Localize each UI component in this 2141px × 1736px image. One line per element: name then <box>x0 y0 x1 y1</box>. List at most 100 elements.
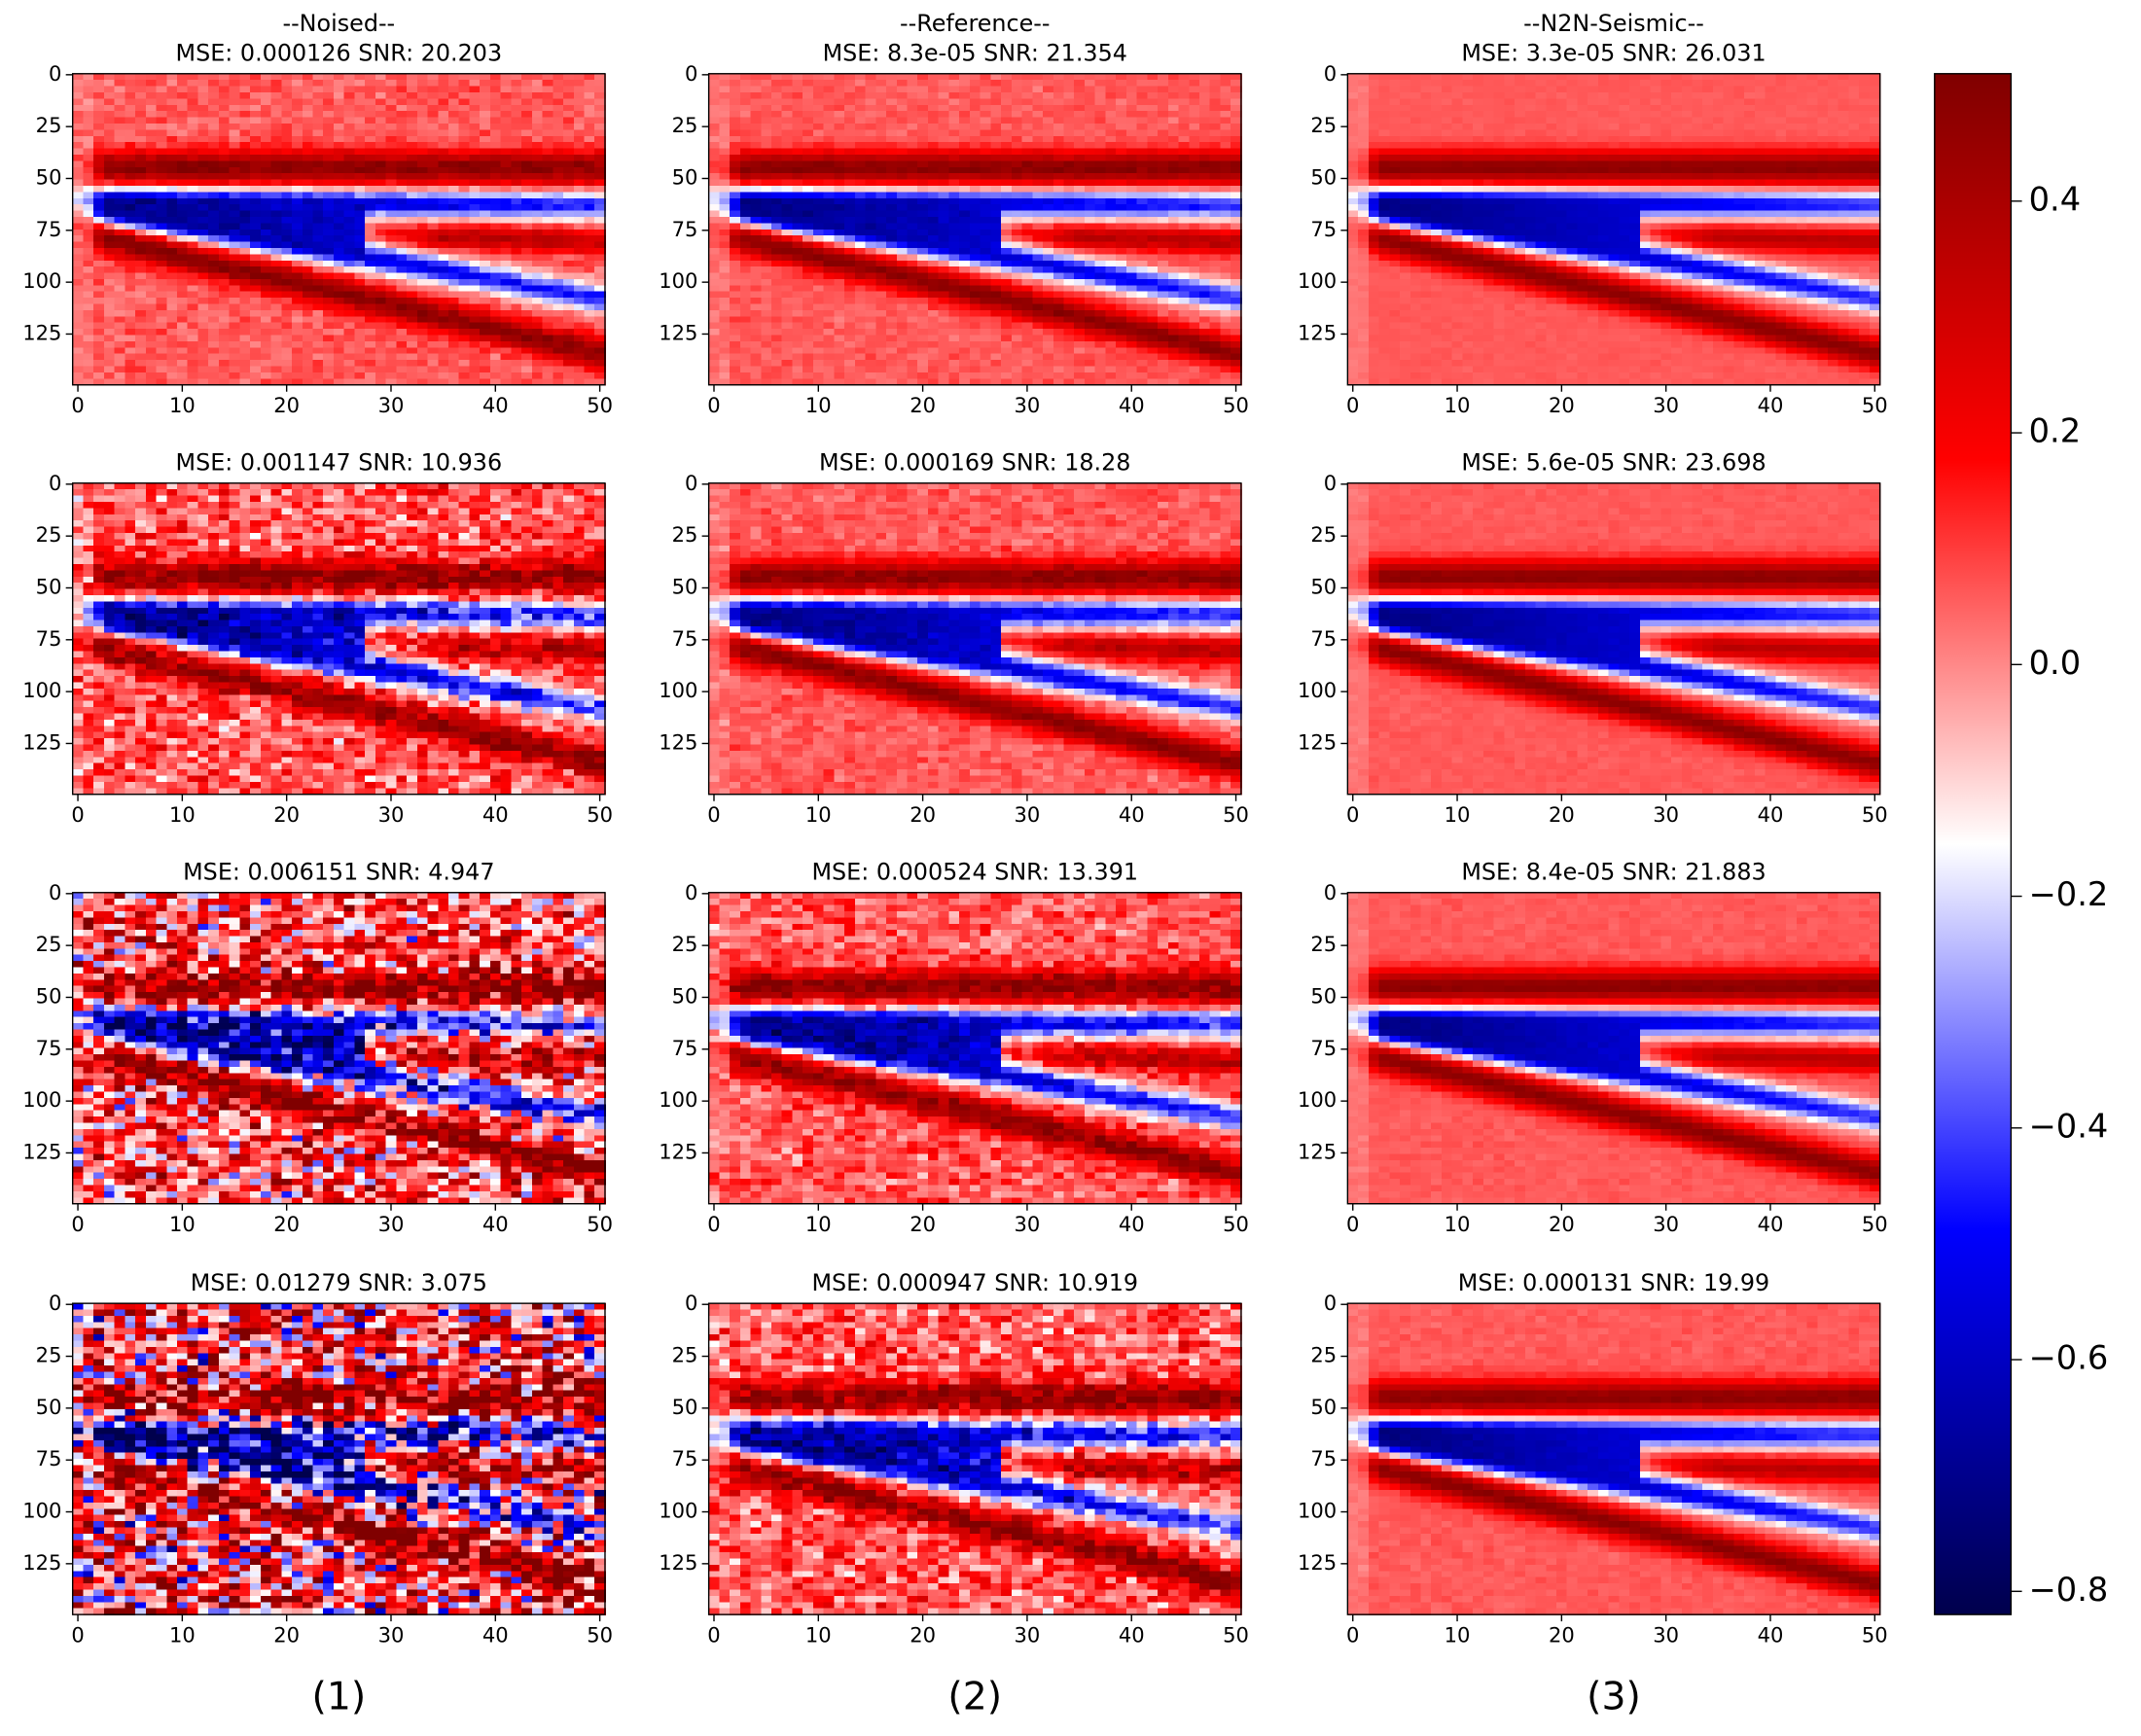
heatmap-cell <box>354 166 366 175</box>
heatmap-cell <box>781 353 794 361</box>
heatmap-cell <box>542 80 554 88</box>
heatmap-cell <box>823 235 836 243</box>
heatmap-cell <box>312 160 325 168</box>
heatmap-cell <box>781 73 794 82</box>
heatmap-cell <box>886 229 898 236</box>
heatmap-cell <box>385 309 398 318</box>
heatmap-cell <box>500 247 513 256</box>
heatmap-cell <box>875 117 887 124</box>
heatmap-cell <box>730 148 741 156</box>
heatmap-cell <box>584 166 596 175</box>
heatmap-cell <box>865 241 877 249</box>
heatmap-cell <box>208 235 220 243</box>
heatmap-cell <box>750 216 763 225</box>
heatmap-cell <box>730 223 741 230</box>
heatmap-cell <box>959 73 971 82</box>
heatmap-cell <box>875 192 887 199</box>
heatmap-cell <box>781 247 794 256</box>
heatmap-cell <box>302 179 314 187</box>
heatmap-cell <box>1189 173 1200 181</box>
heatmap-cell <box>281 378 293 386</box>
heatmap-cell <box>938 173 950 181</box>
heatmap-cell <box>739 204 752 212</box>
heatmap-cell <box>135 91 147 100</box>
heatmap-cell <box>83 173 94 181</box>
heatmap-cell <box>83 247 94 256</box>
heatmap-cell <box>72 223 85 230</box>
heatmap-cell <box>1105 285 1117 293</box>
heatmap-cell <box>103 366 116 373</box>
heatmap-cell <box>771 254 783 262</box>
heatmap-cell <box>416 86 429 93</box>
heatmap-cell <box>1116 111 1127 119</box>
heatmap-cell <box>834 322 845 330</box>
heatmap-cell <box>1043 303 1054 311</box>
heatmap-cell <box>72 309 85 318</box>
heatmap-cell <box>72 154 85 162</box>
heatmap-cell <box>1074 235 1086 243</box>
heatmap-cell <box>218 179 231 187</box>
heatmap-cell <box>229 316 241 324</box>
heatmap-cell <box>844 210 856 218</box>
heatmap-cell <box>354 129 366 137</box>
heatmap-cell <box>1116 360 1127 368</box>
heatmap-cell <box>1001 166 1013 175</box>
heatmap-cell <box>812 278 825 287</box>
heatmap-cell <box>771 309 783 318</box>
heatmap-cell <box>792 135 804 144</box>
heatmap-cell <box>1043 298 1054 305</box>
heatmap-cell <box>396 185 408 194</box>
heatmap-cell <box>218 104 231 113</box>
heatmap-cell <box>114 260 126 267</box>
heatmap-cell <box>511 347 522 355</box>
heatmap-cell <box>917 73 929 82</box>
heatmap-cell <box>1167 135 1180 144</box>
heatmap-cell <box>792 179 804 187</box>
heatmap-cell <box>886 123 898 131</box>
heatmap-cell <box>927 291 940 299</box>
heatmap-cell <box>854 235 867 243</box>
heatmap-cell <box>458 98 471 106</box>
heatmap-cell <box>896 185 909 194</box>
heatmap-cell <box>218 378 231 386</box>
heatmap-cell <box>166 347 178 355</box>
heatmap-cell <box>197 291 210 299</box>
heatmap-cell <box>292 329 303 337</box>
heatmap-cell <box>1063 335 1076 342</box>
heatmap-cell <box>542 142 554 150</box>
heatmap-cell <box>448 111 460 119</box>
heatmap-cell <box>812 366 825 373</box>
heatmap-cell <box>969 135 981 144</box>
heatmap-cell <box>427 86 440 93</box>
heatmap-cell <box>875 197 887 206</box>
heatmap-cell <box>781 366 794 373</box>
heatmap-cell <box>156 260 168 267</box>
heatmap-cell <box>354 278 366 287</box>
heatmap-cell <box>990 278 1002 287</box>
heatmap-cell <box>114 86 126 93</box>
heatmap-cell <box>1084 229 1096 236</box>
heatmap-cell <box>239 272 251 280</box>
heatmap-cell <box>739 111 752 119</box>
heatmap-cell <box>781 298 794 305</box>
heatmap-cell <box>500 329 513 337</box>
heatmap-cell <box>407 260 418 267</box>
heatmap-cell <box>854 173 867 181</box>
heatmap-cell <box>938 123 950 131</box>
heatmap-cell <box>438 223 449 230</box>
heatmap-cell <box>292 360 303 368</box>
heatmap-cell <box>208 154 220 162</box>
heatmap-cell <box>135 204 147 212</box>
heatmap-cell <box>719 160 731 168</box>
heatmap-cell <box>990 129 1002 137</box>
heatmap-cell <box>854 303 867 311</box>
heatmap-cell <box>927 316 940 324</box>
heatmap-cell <box>761 366 772 373</box>
heatmap-cell <box>1158 303 1169 311</box>
heatmap-cell <box>323 142 335 150</box>
heatmap-cell <box>739 316 752 324</box>
heatmap-cell <box>730 123 741 131</box>
heatmap-cell <box>156 303 168 311</box>
heatmap-cell <box>72 229 85 236</box>
heatmap-cell <box>781 142 794 150</box>
